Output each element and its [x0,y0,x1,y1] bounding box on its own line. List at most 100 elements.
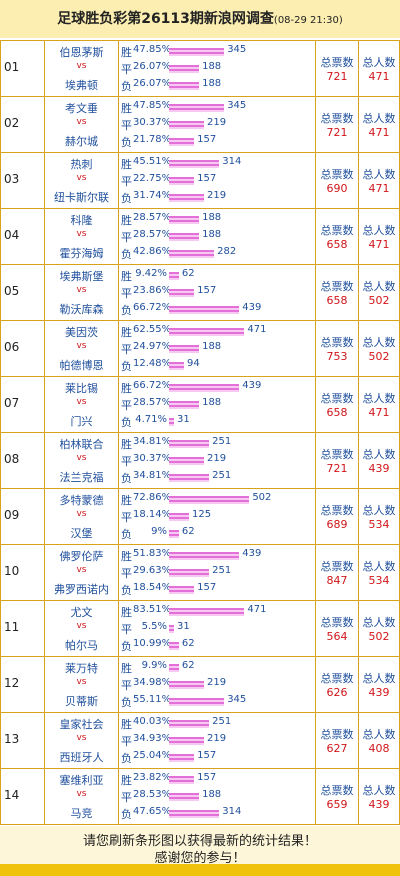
outcome-label: 胜 [121,550,132,563]
vote-count: 345 [227,44,247,55]
outcome-label: 胜 [121,494,132,507]
outcome-label: 胜 [121,382,132,395]
vs: vs [76,733,87,743]
vs: vs [76,229,87,239]
votes-label: 总票数 [320,224,354,237]
outcome-label: 负 [121,416,132,429]
vote-bar [169,104,225,112]
vote-bar [169,160,220,168]
votes: 658 [326,238,348,251]
vote-count: 31 [176,414,190,425]
vote-count: 439 [242,548,262,559]
vote-bar [169,698,225,706]
vote-count: 219 [207,117,227,128]
away-team: 埃弗顿 [65,79,98,92]
percentage: 18.14% [133,509,172,520]
vote-count: 471 [247,324,267,335]
vote-count: 251 [212,716,232,727]
vote-count: 31 [176,621,190,632]
vote-count: 314 [222,806,242,817]
match-no: 06 [4,340,20,354]
votes-label: 总票数 [320,448,354,461]
percentage: 30.37% [133,117,172,128]
people-label: 总人数 [362,616,396,629]
vote-bar [169,440,210,448]
percentage: 34.81% [133,436,172,447]
percentage: 5.5% [141,621,167,632]
percentage: 55.11% [133,694,172,705]
vote-bar [169,177,195,185]
outcome-label: 负 [121,752,132,765]
percentage: 12.48% [133,358,172,369]
percentage: 62.55% [133,324,172,335]
vote-bar [169,384,240,392]
percentage: 72.86% [133,492,172,503]
outcome-label: 胜 [121,774,132,787]
vote-count: 219 [207,677,227,688]
vote-bar [169,681,205,689]
match-no: 03 [4,172,20,186]
footer-strip [0,864,400,876]
vote-count: 219 [207,453,227,464]
votes-label: 总票数 [320,728,354,741]
outcome-label: 平 [121,63,132,76]
percentage: 31.74% [133,190,172,201]
vote-bar [169,474,210,482]
percentage: 26.07% [133,61,172,72]
vs: vs [76,565,87,575]
vote-count: 125 [192,509,212,520]
votes: 753 [326,350,348,363]
people-label: 总人数 [362,504,396,517]
vote-count: 157 [197,772,217,783]
percentage: 26.07% [133,78,172,89]
home-team: 科隆 [70,214,93,227]
vote-count: 251 [212,470,232,481]
vote-bar [169,289,195,297]
people: 502 [368,350,390,363]
away-team: 弗罗西诺内 [54,583,109,596]
percentage: 66.72% [133,380,172,391]
home-team: 伯恩茅斯 [59,46,104,59]
away-team: 纽卡斯尔联 [54,191,109,204]
people: 502 [368,630,390,643]
outcome-label: 负 [121,360,132,373]
votes-label: 总票数 [320,112,354,125]
home-team: 考文垂 [65,102,98,115]
outcome-label: 胜 [121,606,132,619]
outcome-label: 平 [121,231,132,244]
percentage: 83.51% [133,604,172,615]
away-team: 帕德博恩 [59,359,104,372]
outcome-label: 负 [121,304,132,317]
votes-label: 总票数 [320,168,354,181]
match-no: 01 [4,60,20,74]
votes: 690 [326,182,348,195]
percentage: 28.57% [133,212,172,223]
vote-count: 157 [197,173,217,184]
vote-count: 502 [252,492,272,503]
vote-bar [169,306,240,314]
title: 足球胜负彩第26113期新浪网调查 [57,11,274,27]
outcome-label: 负 [121,80,132,93]
people-label: 总人数 [362,56,396,69]
people: 471 [368,70,390,83]
votes-label: 总票数 [320,392,354,405]
people: 439 [368,686,390,699]
people: 439 [368,462,390,475]
percentage: 28.57% [133,229,172,240]
vs: vs [76,117,87,127]
votes-label: 总票数 [320,56,354,69]
outcome-label: 胜 [121,718,132,731]
votes: 847 [326,574,348,587]
vote-bar [169,513,189,521]
people-label: 总人数 [362,672,396,685]
vs: vs [76,453,87,463]
percentage: 34.93% [133,733,172,744]
away-team: 马竞 [70,807,93,820]
vote-count: 345 [227,694,247,705]
outcome-label: 负 [121,472,132,485]
vote-count: 157 [197,134,217,145]
match-no: 09 [4,508,20,522]
away-team: 勒沃库森 [59,303,104,316]
percentage: 10.99% [133,638,172,649]
outcome-label: 负 [121,136,132,149]
